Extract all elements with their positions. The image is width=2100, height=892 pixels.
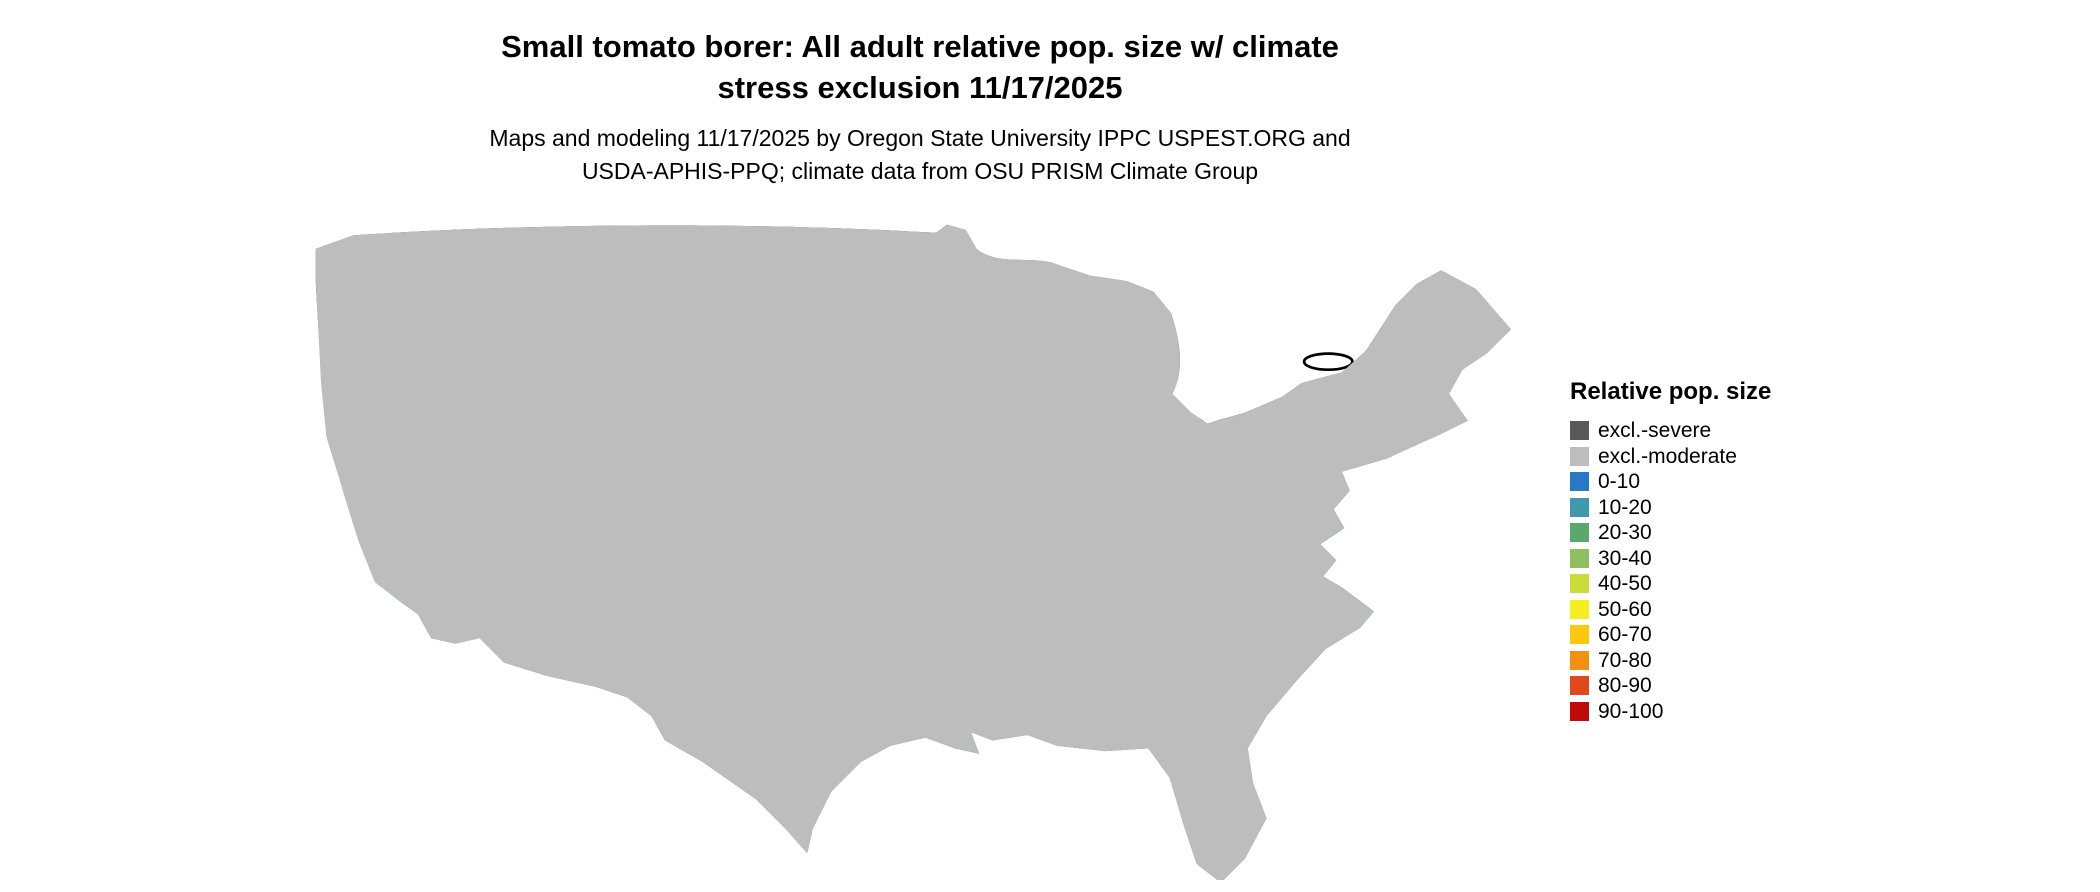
legend-label: 10-20 [1598,495,1652,519]
legend-label: excl.-severe [1598,419,1712,443]
legend-label: 0-10 [1598,470,1641,494]
legend-label: 80-90 [1598,674,1652,698]
legend: Relative pop. size excl.-severe excl.-mod… [1570,378,1771,724]
legend-item-90-100: 90-100 [1570,699,1771,725]
legend-item-10-20: 10-20 [1570,495,1771,521]
legend-label: 60-70 [1598,623,1652,647]
legend-item-40-50: 40-50 [1570,571,1771,597]
legend-swatch [1570,701,1589,721]
legend-swatch [1570,421,1589,441]
legend-title: Relative pop. size [1570,378,1772,405]
page-title-line1: Small tomato borer: All adult relative p… [501,29,1339,64]
legend-swatch [1570,676,1589,696]
legend-swatch [1570,446,1589,466]
page-title: Small tomato borer: All adult relative p… [0,26,1840,108]
legend-label: 40-50 [1598,572,1652,596]
page-subtitle-line2: USDA-APHIS-PPQ; climate data from OSU PR… [581,158,1259,184]
legend-item-20-30: 20-30 [1570,520,1771,546]
legend-swatch [1570,650,1589,670]
legend-item-excl-severe: excl.-severe [1570,418,1771,444]
legend-label: excl.-moderate [1598,444,1737,468]
legend-label: 70-80 [1598,648,1652,672]
legend-label: 20-30 [1598,521,1652,545]
legend-swatch [1570,548,1589,568]
legend-swatch [1570,497,1589,517]
legend-item-80-90: 80-90 [1570,673,1771,699]
legend-items: excl.-severe excl.-moderate 0-10 10-20 20-30… [1570,418,1771,724]
lake-ontario [1302,352,1354,372]
legend-label: 90-100 [1598,699,1664,723]
legend-item-50-60: 50-60 [1570,597,1771,623]
page-subtitle: Maps and modeling 11/17/2025 by Oregon S… [0,122,1840,188]
page-subtitle-line1: Maps and modeling 11/17/2025 by Oregon S… [489,125,1351,151]
legend-swatch [1570,523,1589,543]
legend-item-excl-moderate: excl.-moderate [1570,444,1771,470]
page-title-line2: stress exclusion 11/17/2025 [717,70,1123,105]
legend-swatch [1570,472,1589,492]
legend-swatch [1570,625,1589,645]
legend-item-30-40: 30-40 [1570,546,1771,572]
us-coastline [313,222,1513,880]
legend-label: 30-40 [1598,546,1652,570]
legend-swatch [1570,574,1589,594]
legend-item-0-10: 0-10 [1570,469,1771,495]
us-map [313,222,1513,880]
legend-item-70-80: 70-80 [1570,648,1771,674]
legend-label: 50-60 [1598,597,1652,621]
legend-item-60-70: 60-70 [1570,622,1771,648]
legend-swatch [1570,599,1589,619]
